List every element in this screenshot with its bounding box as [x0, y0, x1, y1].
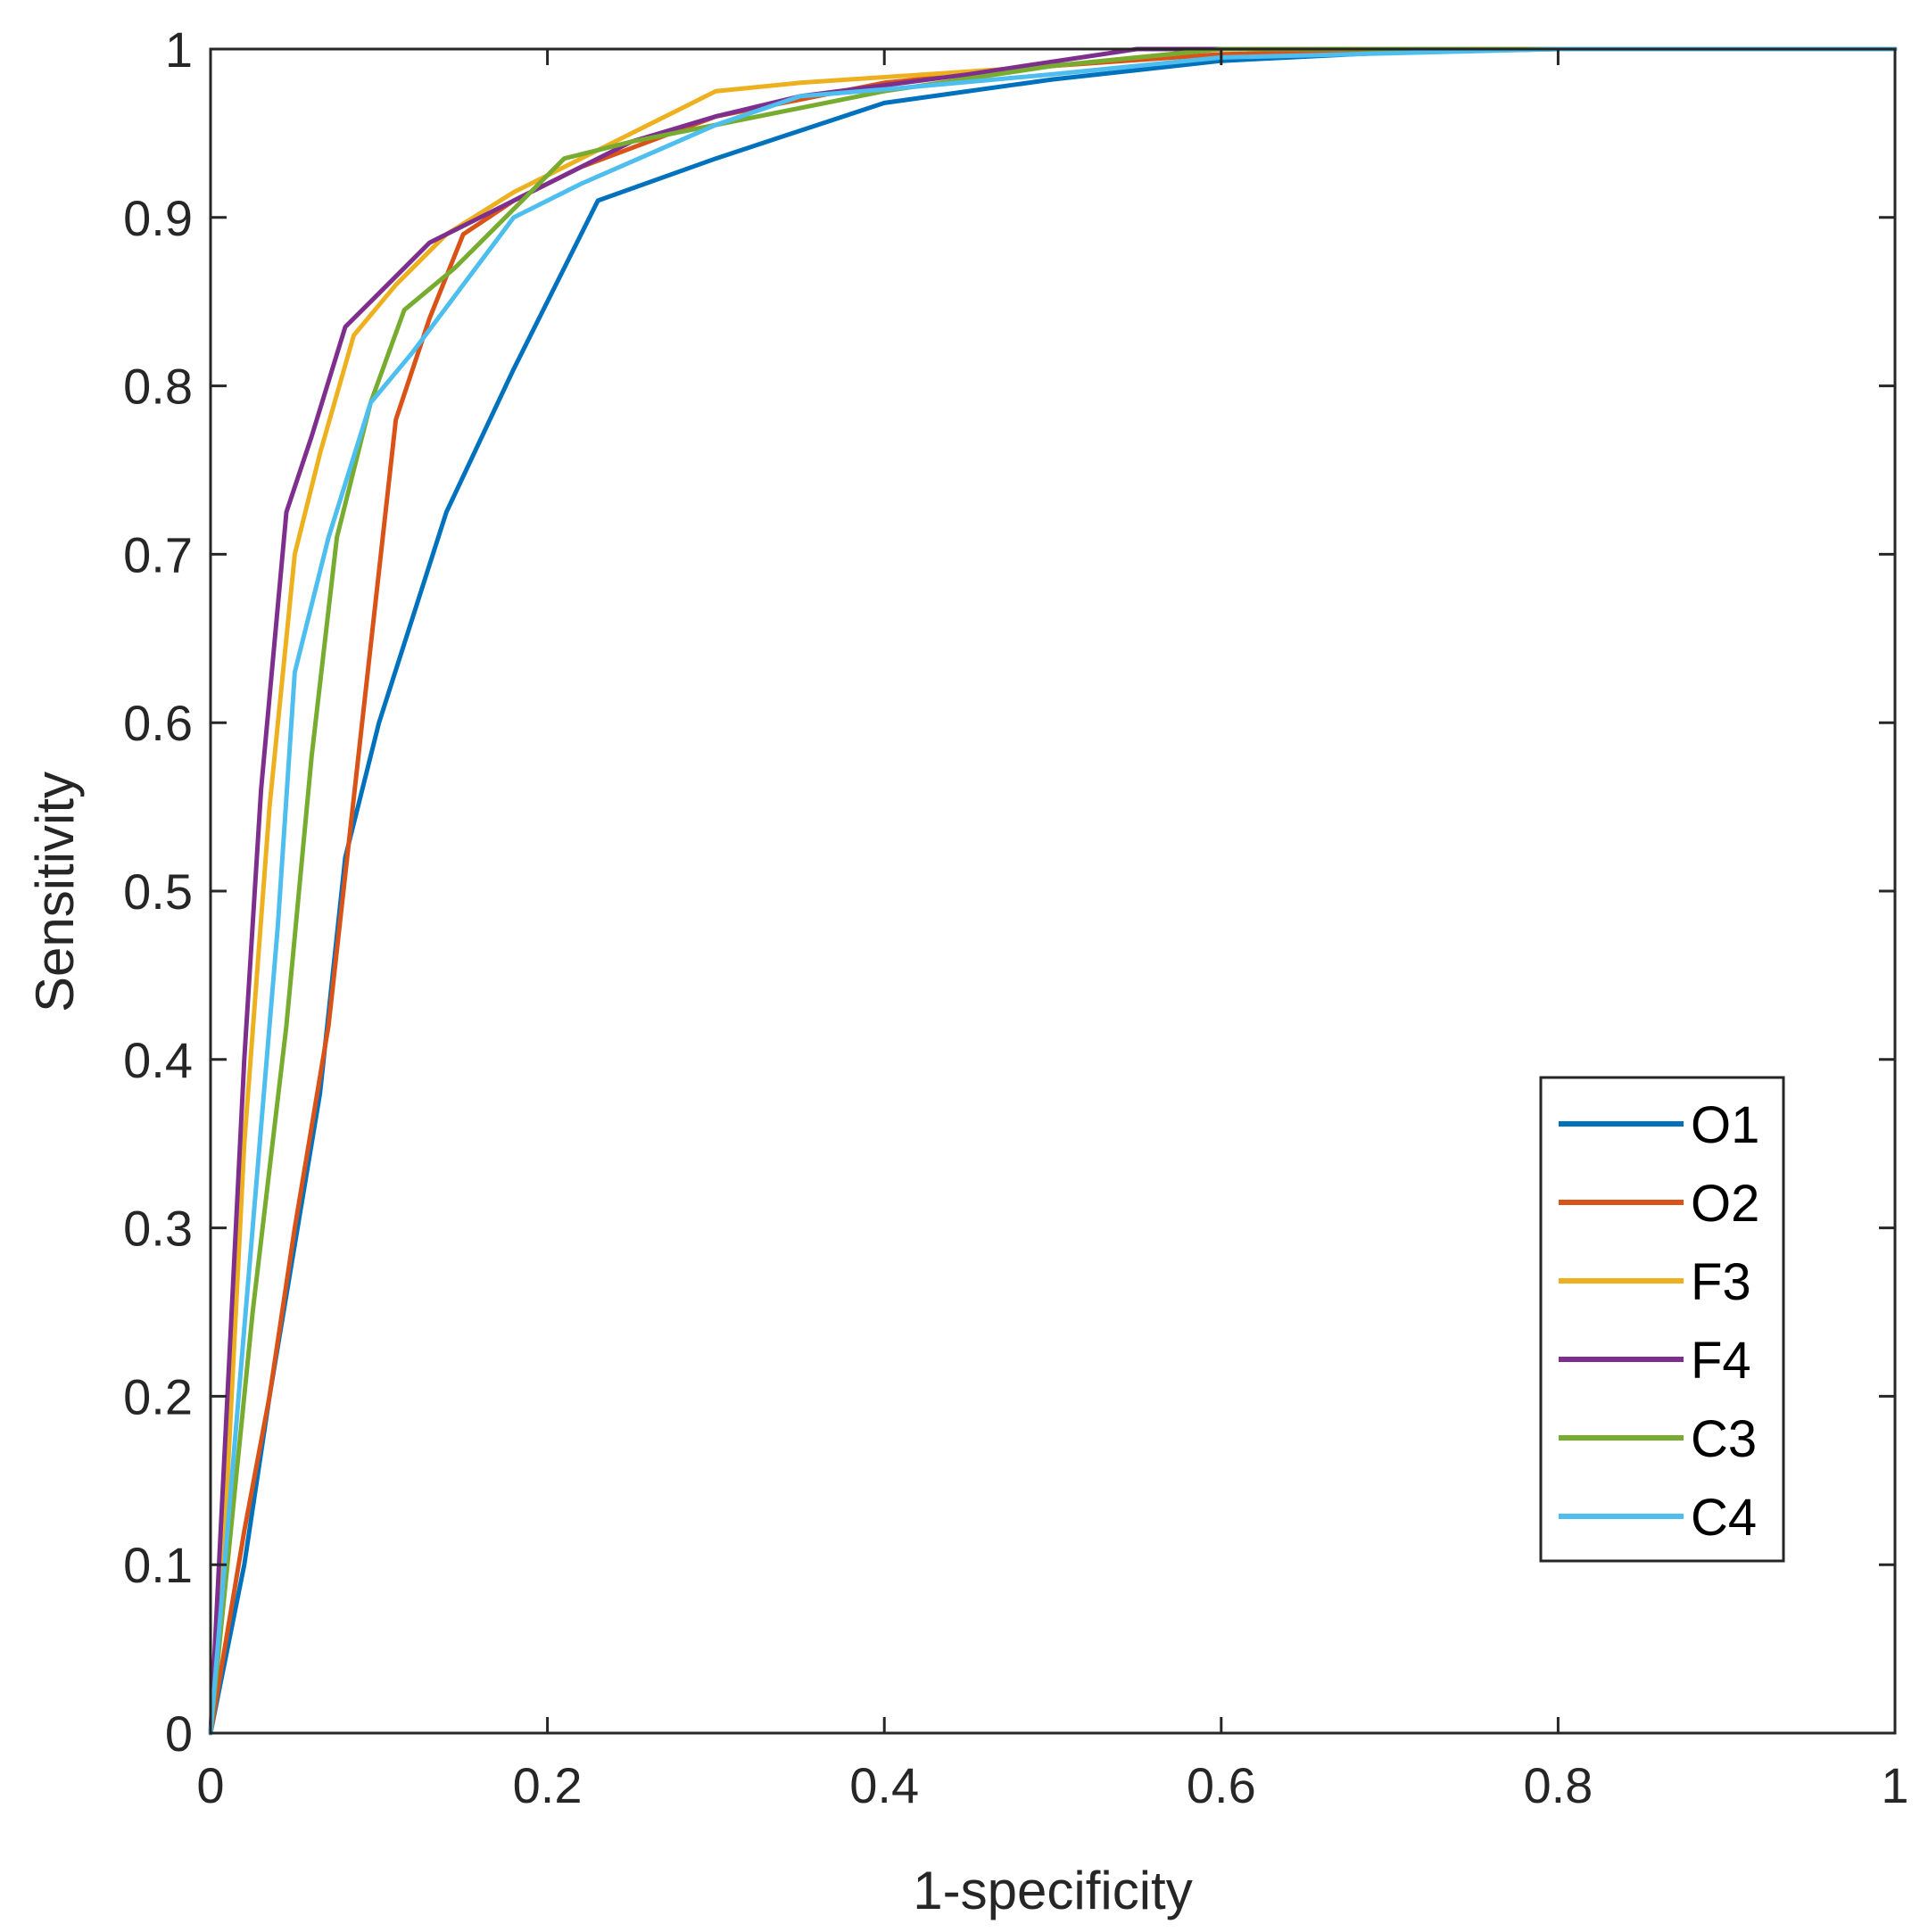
y-tick-label: 0.5: [123, 863, 193, 920]
x-tick-label: 1: [1881, 1757, 1908, 1813]
series-layer: [208, 46, 1898, 1736]
legend-label-f3: F3: [1691, 1253, 1751, 1311]
y-tick-label: 0.7: [123, 526, 193, 582]
x-tick-label: 0.6: [1187, 1757, 1256, 1813]
legend-label-o1: O1: [1691, 1096, 1759, 1154]
x-tick-label: 0.4: [849, 1757, 919, 1813]
y-tick-label: 0.3: [123, 1201, 193, 1257]
x-tick-label: 0.8: [1523, 1757, 1593, 1813]
legend-label-o2: O2: [1691, 1175, 1759, 1233]
y-tick-label: 0.1: [123, 1537, 193, 1593]
y-axis-title: Sensitivity: [25, 772, 85, 1012]
legend-box: [1539, 1076, 1785, 1563]
y-tick-label: 1: [165, 21, 193, 78]
y-tick-label: 0.6: [123, 695, 193, 751]
legend: O1 O2 F3 F4 C3 C4: [1539, 1076, 1785, 1563]
y-tick-label: 0.2: [123, 1368, 193, 1424]
x-tick-label: 0.2: [513, 1757, 583, 1813]
x-tick-label: 0: [196, 1757, 224, 1813]
legend-label-c3: C3: [1691, 1410, 1757, 1468]
series-line-c3: [208, 46, 1898, 1736]
legend-label-c4: C4: [1691, 1489, 1757, 1547]
axis-ticks: 0 0.2 0.4 0.6 0.8 1 0 0.1 0.2 0.3 0.4 0.5 0.6 0.7 0.8 0…: [123, 21, 1908, 1813]
y-tick-label: 0.8: [123, 359, 193, 415]
y-tick-label: 0.9: [123, 190, 193, 246]
series-line-c4: [208, 46, 1898, 1736]
x-axis-title: 1-specificity: [913, 1861, 1192, 1920]
y-tick-label: 0: [165, 1705, 193, 1762]
legend-label-f4: F4: [1691, 1332, 1751, 1390]
y-tick-label: 0.4: [123, 1032, 193, 1088]
